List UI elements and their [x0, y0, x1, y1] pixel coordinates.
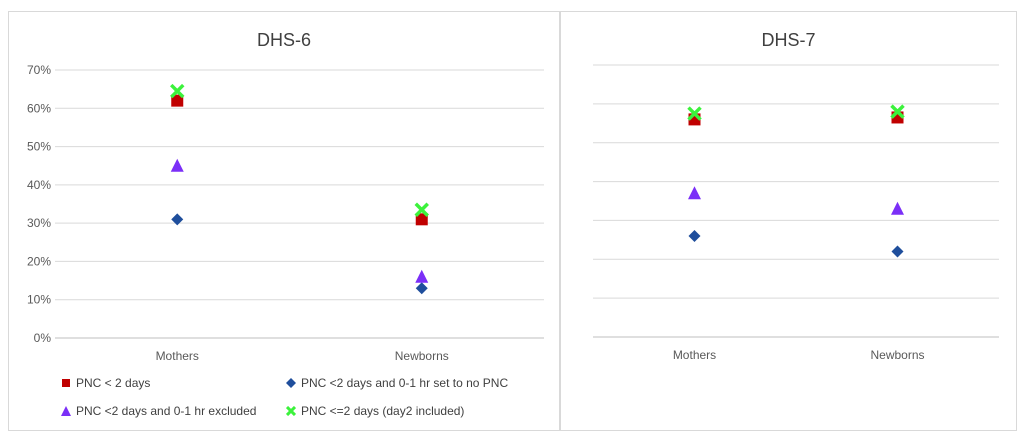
x-category-label: Mothers — [673, 348, 716, 362]
legend-label: PNC <=2 days (day2 included) — [301, 404, 465, 418]
square-marker-icon — [62, 379, 70, 387]
legend-item-day2-included: PNC <=2 days (day2 included) — [286, 404, 464, 418]
y-tick-label: 0% — [34, 331, 52, 345]
chart-title: DHS-7 — [761, 30, 816, 50]
square-marker — [171, 94, 184, 107]
triangle-marker-icon — [61, 406, 71, 416]
chart-plot-area: 0% 10% 20% 30% 40% 50% 60% 70% Mothers Newborns — [27, 63, 544, 363]
diamond-marker — [415, 282, 428, 295]
legend-label: PNC <2 days and 0-1 hr set to no PNC — [301, 376, 509, 390]
chart-panel-dhs7: DHS-7 Mothers Newborns — [560, 11, 1017, 431]
square-marker — [415, 213, 428, 226]
legend-item-excluded: PNC <2 days and 0-1 hr excluded — [61, 404, 256, 418]
triangle-marker — [891, 201, 904, 215]
y-tick-label: 70% — [27, 63, 51, 77]
chart-title: DHS-6 — [256, 30, 311, 50]
cross-marker — [890, 104, 905, 119]
x-category-label: Newborns — [395, 349, 449, 363]
y-tick-label: 10% — [27, 293, 51, 307]
diamond-marker — [171, 213, 184, 226]
cross-marker-icon — [286, 406, 296, 416]
diamond-marker — [688, 229, 701, 242]
cross-marker — [170, 83, 185, 99]
cross-marker — [687, 106, 702, 121]
legend-label: PNC <2 days and 0-1 hr excluded — [76, 404, 257, 418]
legend-label: PNC < 2 days — [76, 376, 151, 390]
triangle-marker — [688, 186, 701, 200]
y-tick-label: 50% — [27, 140, 51, 154]
x-category-label: Mothers — [156, 349, 199, 363]
triangle-marker — [415, 269, 429, 283]
y-tick-label: 30% — [27, 216, 51, 230]
chart-panel-dhs6: DHS-6 0% 10% 20% 30% 40% 50% 60% 70% Mothers Newb… — [8, 11, 560, 431]
chart-plot-area: Mothers Newborns — [593, 64, 999, 362]
legend-item-pnc-2days: PNC < 2 days — [61, 376, 150, 390]
x-category-label: Newborns — [870, 348, 924, 362]
diamond-marker — [891, 245, 904, 258]
y-tick-label: 40% — [27, 178, 51, 192]
y-tick-label: 20% — [27, 254, 51, 268]
diamond-marker-icon — [286, 378, 296, 388]
y-tick-label: 60% — [27, 101, 51, 115]
cross-marker — [414, 202, 429, 217]
triangle-marker — [170, 158, 184, 172]
legend-item-set-to-no-pnc: PNC <2 days and 0-1 hr set to no PNC — [286, 376, 508, 390]
